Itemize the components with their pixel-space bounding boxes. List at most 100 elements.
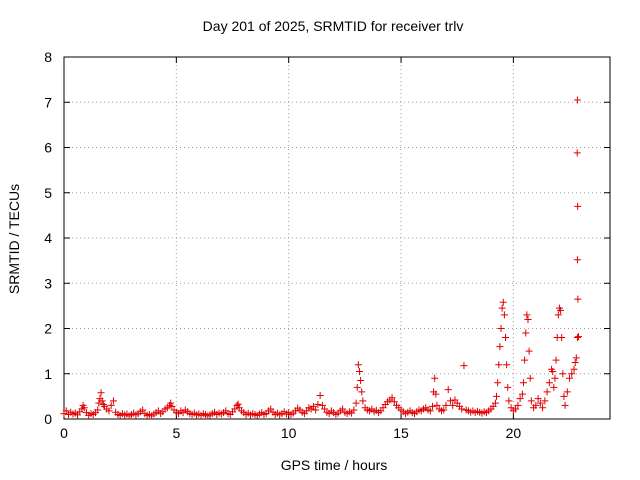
data-point (491, 399, 499, 407)
data-point (167, 399, 175, 407)
data-point (521, 356, 529, 364)
data-point (550, 383, 558, 391)
data-point (97, 389, 105, 397)
data-point (502, 334, 510, 342)
data-point (534, 395, 542, 403)
data-point (431, 374, 439, 382)
y-tick-label: 4 (44, 230, 52, 246)
data-point (359, 397, 367, 405)
data-point (522, 329, 530, 337)
data-point (559, 370, 567, 378)
data-point (94, 406, 102, 414)
data-point (428, 402, 436, 410)
y-tick-label: 1 (44, 366, 52, 382)
data-point (554, 311, 562, 319)
x-tick-label: 5 (172, 425, 180, 441)
data-point (357, 377, 365, 385)
y-tick-label: 7 (44, 94, 52, 110)
data-point (444, 386, 452, 394)
data-point (353, 383, 361, 391)
data-point (432, 390, 440, 398)
data-points (60, 96, 583, 420)
data-point (312, 406, 320, 414)
data-point (494, 379, 502, 387)
data-point (316, 391, 324, 399)
data-point (563, 388, 571, 396)
data-point (549, 367, 557, 375)
data-point (536, 399, 544, 407)
data-point (561, 401, 569, 409)
data-point (446, 397, 454, 405)
data-point (539, 404, 547, 412)
data-point (80, 404, 88, 412)
data-point (573, 96, 581, 104)
chart-title: Day 201 of 2025, SRMTID for receiver trl… (203, 18, 464, 34)
data-point (575, 333, 583, 341)
data-point (105, 407, 113, 415)
x-tick-label: 0 (60, 425, 68, 441)
data-point (503, 361, 511, 369)
data-point (523, 311, 531, 319)
data-point (496, 343, 504, 351)
y-tick-label: 6 (44, 140, 52, 156)
data-point (552, 356, 560, 364)
data-point (168, 402, 176, 410)
data-point (109, 397, 117, 405)
data-point (519, 379, 527, 387)
data-point (505, 397, 513, 405)
data-point (98, 397, 106, 405)
data-point (571, 358, 579, 366)
data-point (234, 400, 242, 408)
data-point (426, 407, 434, 415)
data-point (524, 315, 532, 323)
y-tick-label: 8 (44, 49, 52, 65)
data-point (570, 365, 578, 373)
grid (64, 57, 610, 419)
data-point (526, 374, 534, 382)
data-point (352, 399, 360, 407)
data-point (573, 256, 581, 264)
data-point (558, 334, 566, 342)
data-point (560, 392, 568, 400)
data-point (574, 202, 582, 210)
data-point (497, 325, 505, 332)
data-point (350, 406, 358, 414)
data-point (525, 347, 533, 355)
data-point (355, 367, 363, 375)
data-point (99, 401, 107, 409)
data-point (231, 405, 239, 413)
data-point (541, 397, 549, 405)
data-point (551, 374, 559, 382)
y-axis-label: SRMTID / TECUs (6, 184, 22, 294)
data-point (498, 304, 506, 312)
x-tick-label: 20 (506, 425, 522, 441)
y-tick-label: 2 (44, 321, 52, 337)
data-point (504, 383, 512, 391)
data-point (107, 401, 115, 409)
data-point (493, 392, 501, 400)
data-point (516, 395, 524, 403)
axis-ticks: 0 5 10 15 20 0 1 2 3 4 5 6 7 8 (44, 49, 610, 441)
data-point (543, 388, 551, 396)
x-axis-label: GPS time / hours (281, 457, 388, 473)
data-point (572, 354, 580, 362)
y-tick-label: 3 (44, 275, 52, 291)
data-point (440, 406, 448, 414)
data-point (309, 402, 317, 410)
y-tick-label: 5 (44, 185, 52, 201)
data-point (388, 394, 396, 402)
data-point (354, 361, 362, 369)
data-point (527, 397, 535, 405)
data-point (557, 306, 565, 314)
data-point (318, 401, 326, 409)
data-point (545, 379, 553, 387)
data-point (314, 401, 322, 409)
data-point (62, 407, 70, 415)
data-point (573, 149, 581, 157)
data-point (449, 401, 457, 409)
x-tick-label: 15 (393, 425, 409, 441)
data-point (514, 401, 522, 409)
data-point (460, 362, 468, 370)
data-point (495, 361, 503, 369)
data-point (573, 334, 581, 342)
